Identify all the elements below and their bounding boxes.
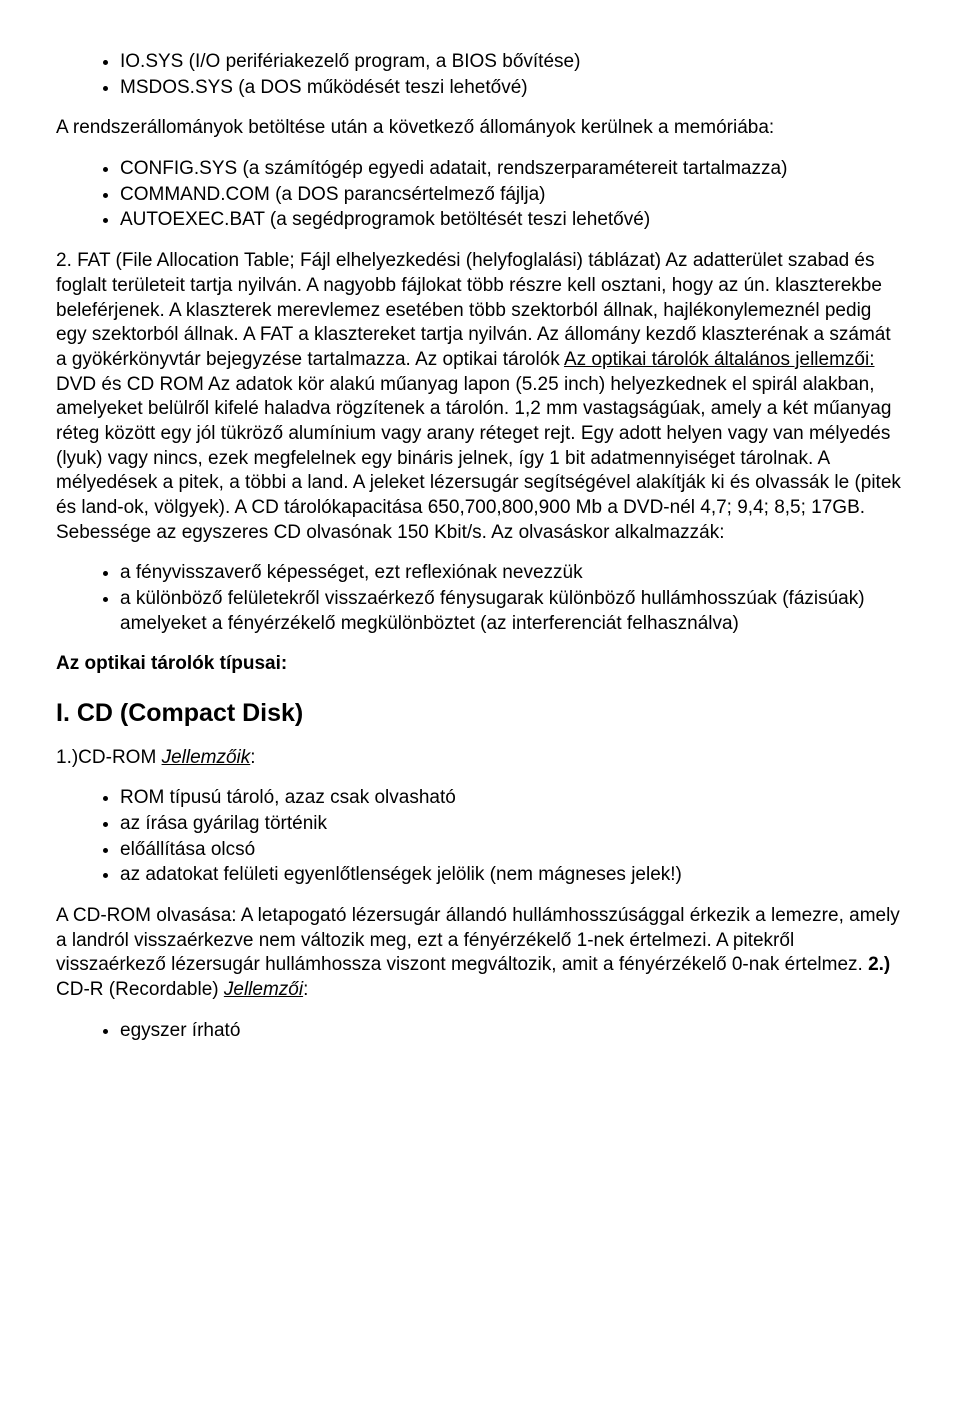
text-segment: :: [250, 747, 255, 768]
list-item: COMMAND.COM (a DOS parancsértelmező fájl…: [120, 183, 904, 208]
optical-read-list: a fényvisszaverő képességet, ezt reflexi…: [56, 561, 904, 636]
text-bold: 2.): [868, 954, 890, 975]
list-item: IO.SYS (I/O perifériakezelő program, a B…: [120, 50, 904, 75]
list-item: ROM típusú tároló, azaz csak olvasható: [120, 786, 904, 811]
heading-cd: I. CD (Compact Disk): [56, 697, 904, 730]
list-item: AUTOEXEC.BAT (a segédprogramok betöltésé…: [120, 208, 904, 233]
list-item: az írása gyárilag történik: [120, 812, 904, 837]
list-item: a fényvisszaverő képességet, ezt reflexi…: [120, 561, 904, 586]
paragraph-cdrom-label: 1.)CD-ROM Jellemzőik:: [56, 746, 904, 771]
paragraph-intro-files: A rendszerállományok betöltése után a kö…: [56, 116, 904, 141]
text-segment: 1.)CD-ROM: [56, 747, 162, 768]
paragraph-cdrom-read: A CD-ROM olvasása: A letapogató lézersug…: [56, 904, 904, 1003]
paragraph-fat-optical: 2. FAT (File Allocation Table; Fájl elhe…: [56, 249, 904, 545]
text-italic-underline: Jellemzőik: [162, 747, 251, 768]
list-item: előállítása olcsó: [120, 838, 904, 863]
list-item: egyszer írható: [120, 1019, 904, 1044]
list-item: CONFIG.SYS (a számítógép egyedi adatait,…: [120, 157, 904, 182]
system-files-list-1: IO.SYS (I/O perifériakezelő program, a B…: [56, 50, 904, 100]
text-segment: :: [303, 979, 308, 1000]
text-italic-underline: Jellemzői: [224, 979, 303, 1000]
cdrom-properties-list: ROM típusú tároló, azaz csak olvasható a…: [56, 786, 904, 888]
system-files-list-2: CONFIG.SYS (a számítógép egyedi adatait,…: [56, 157, 904, 233]
heading-optical-types: Az optikai tárolók típusai:: [56, 652, 904, 677]
list-item: MSDOS.SYS (a DOS működését teszi lehetőv…: [120, 76, 904, 101]
text-segment: DVD és CD ROM Az adatok kör alakú műanya…: [56, 374, 901, 543]
cdr-properties-list: egyszer írható: [56, 1019, 904, 1044]
text-segment: A CD-ROM olvasása: A letapogató lézersug…: [56, 905, 900, 975]
text-underline: Az optikai tárolók általános jellemzői:: [564, 349, 875, 370]
list-item: a különböző felületekről visszaérkező fé…: [120, 587, 904, 636]
list-item: az adatokat felületi egyenlőtlenségek je…: [120, 863, 904, 888]
text-segment: CD-R (Recordable): [56, 979, 224, 1000]
